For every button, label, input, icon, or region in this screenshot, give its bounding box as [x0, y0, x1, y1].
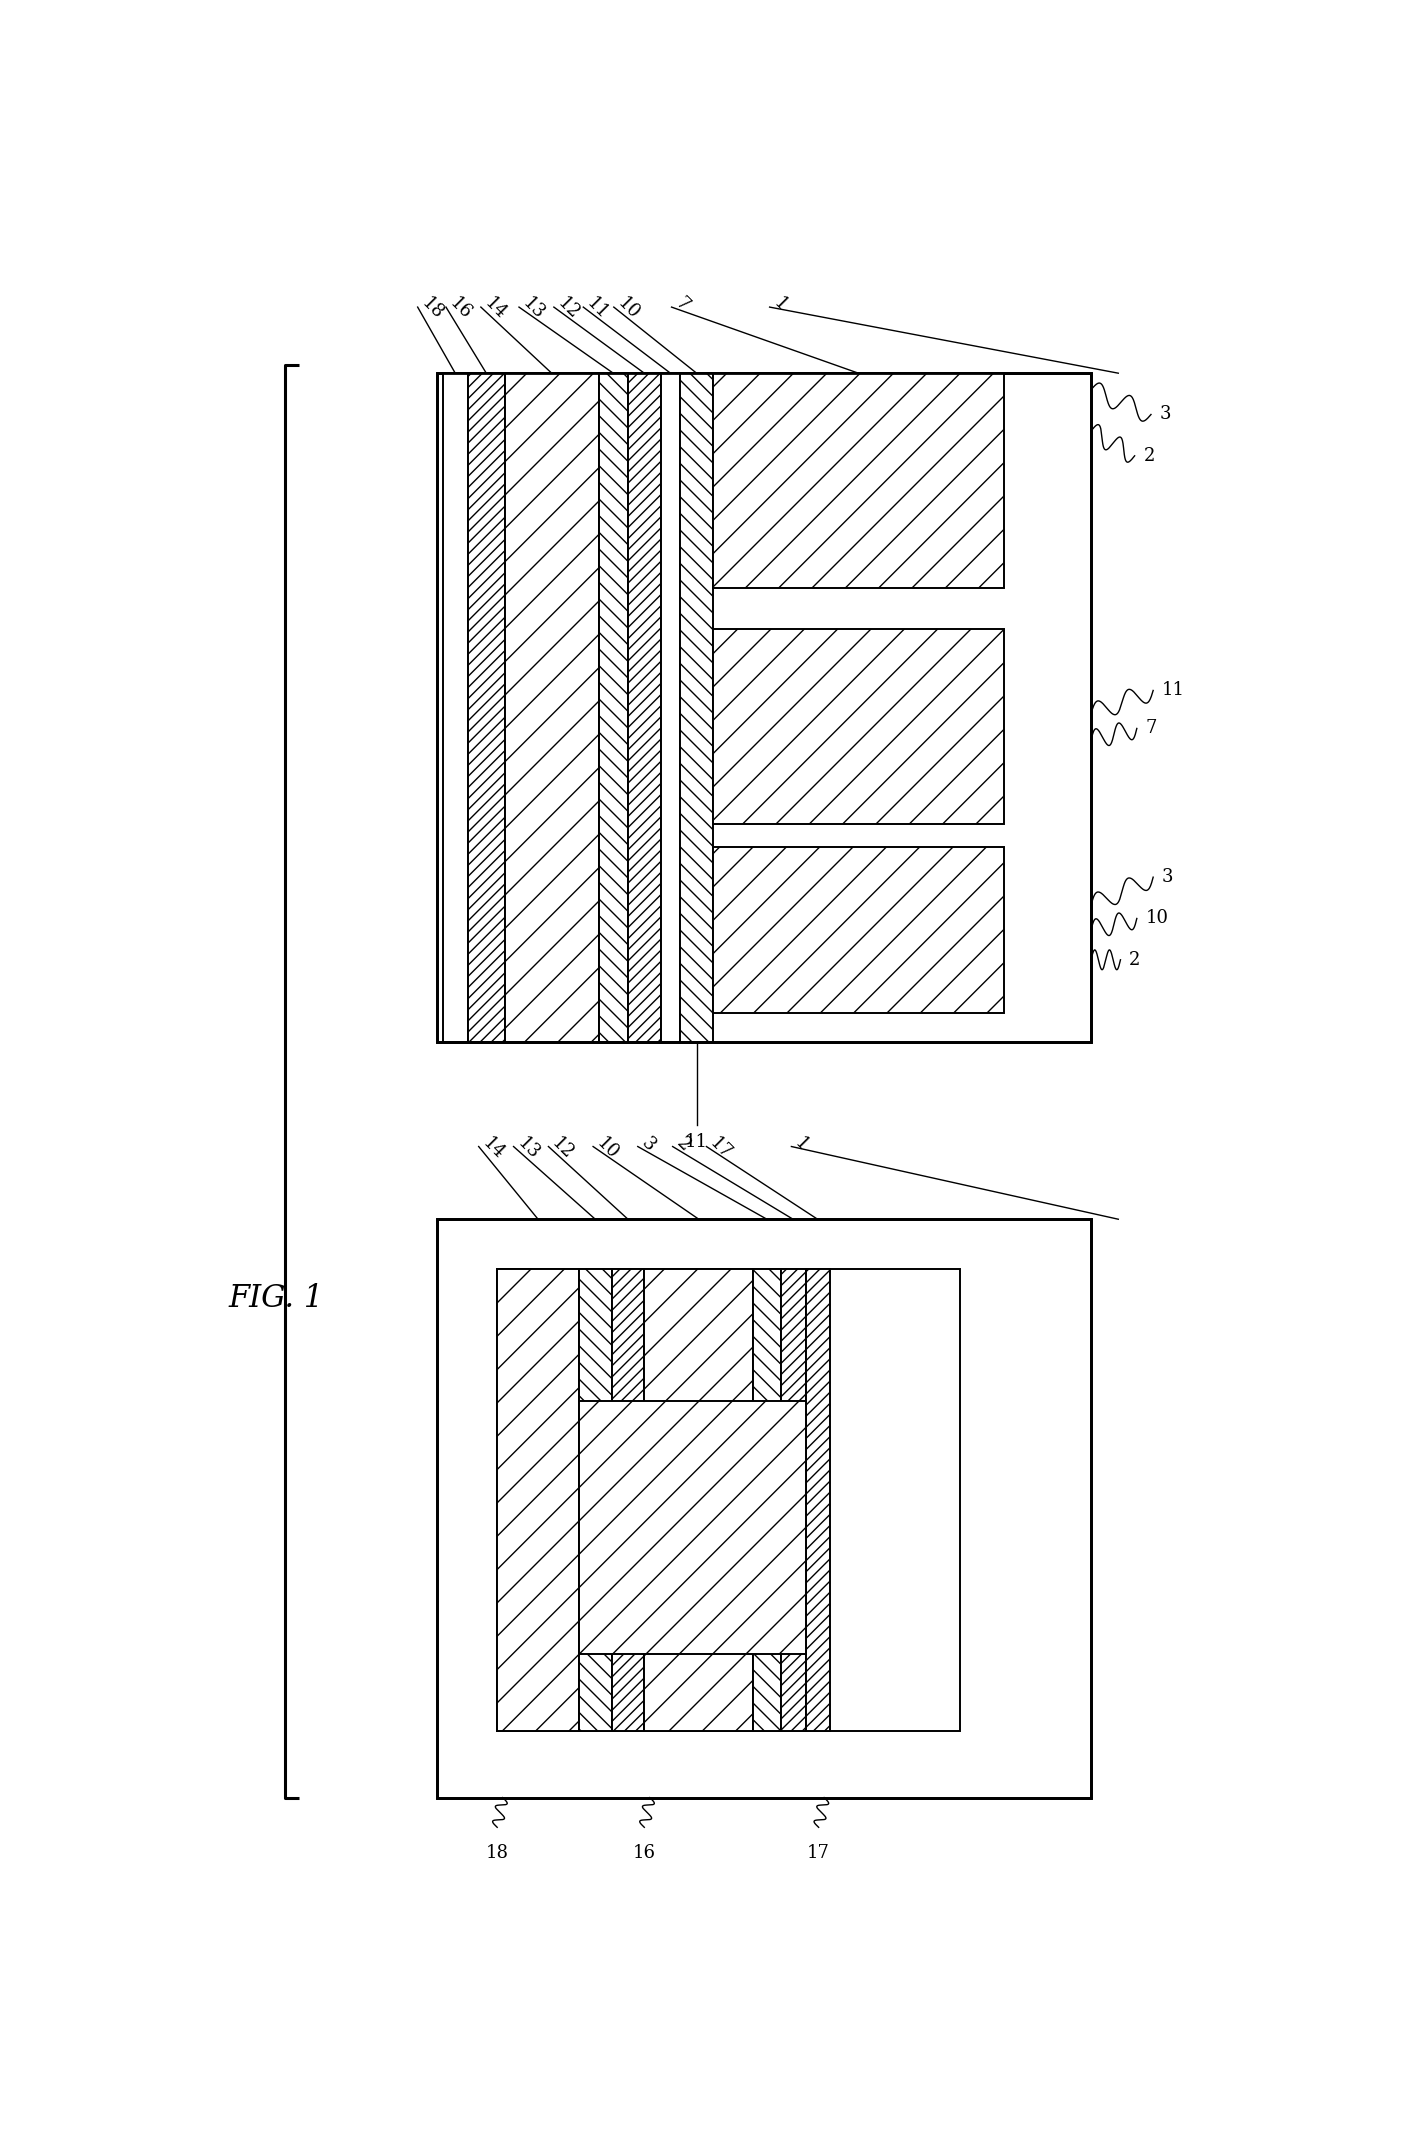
Text: 10: 10: [614, 294, 643, 324]
Bar: [681, 373, 713, 1043]
Bar: [806, 1268, 830, 1732]
Bar: [661, 373, 681, 1043]
Text: 2: 2: [1143, 446, 1154, 466]
Text: 2: 2: [1129, 951, 1140, 968]
Bar: [713, 848, 1004, 1013]
Text: 14: 14: [481, 294, 510, 324]
Text: 11: 11: [583, 294, 612, 324]
Text: 17: 17: [807, 1843, 830, 1863]
Bar: [468, 373, 505, 1043]
Bar: [437, 373, 1091, 1043]
Text: 2: 2: [672, 1133, 693, 1155]
Text: 13: 13: [519, 294, 548, 324]
Text: 13: 13: [513, 1133, 543, 1163]
Text: 17: 17: [706, 1133, 735, 1163]
Bar: [713, 629, 1004, 824]
Bar: [505, 373, 599, 1043]
Text: 11: 11: [685, 1133, 709, 1150]
Text: 1: 1: [792, 1133, 813, 1155]
Bar: [628, 373, 661, 1043]
Text: 10: 10: [1146, 910, 1168, 927]
Bar: [443, 373, 468, 1043]
Text: 18: 18: [485, 1843, 509, 1863]
Bar: [612, 1268, 644, 1732]
Text: 16: 16: [446, 294, 475, 324]
Bar: [437, 1219, 1091, 1798]
Bar: [437, 373, 1091, 1043]
Text: 7: 7: [672, 294, 692, 315]
Text: 3: 3: [1160, 406, 1171, 423]
Bar: [579, 1268, 612, 1732]
Text: 11: 11: [1161, 682, 1185, 700]
Text: 10: 10: [593, 1133, 621, 1163]
Text: 1: 1: [769, 294, 790, 315]
Text: FIG. 1: FIG. 1: [228, 1283, 323, 1313]
Text: 12: 12: [554, 294, 582, 324]
Bar: [599, 373, 628, 1043]
Bar: [579, 1401, 806, 1655]
Bar: [437, 1219, 1091, 1798]
Bar: [713, 373, 1004, 588]
Text: 7: 7: [1146, 719, 1157, 738]
Bar: [644, 1268, 754, 1732]
Text: 3: 3: [1161, 869, 1174, 886]
Text: 16: 16: [633, 1843, 655, 1863]
Text: 14: 14: [478, 1133, 508, 1163]
Bar: [498, 1268, 579, 1732]
Bar: [780, 1268, 806, 1732]
Text: 12: 12: [548, 1133, 578, 1163]
Text: 3: 3: [638, 1133, 658, 1155]
Bar: [754, 1268, 780, 1732]
Text: 18: 18: [418, 294, 447, 324]
Bar: [498, 1268, 960, 1732]
